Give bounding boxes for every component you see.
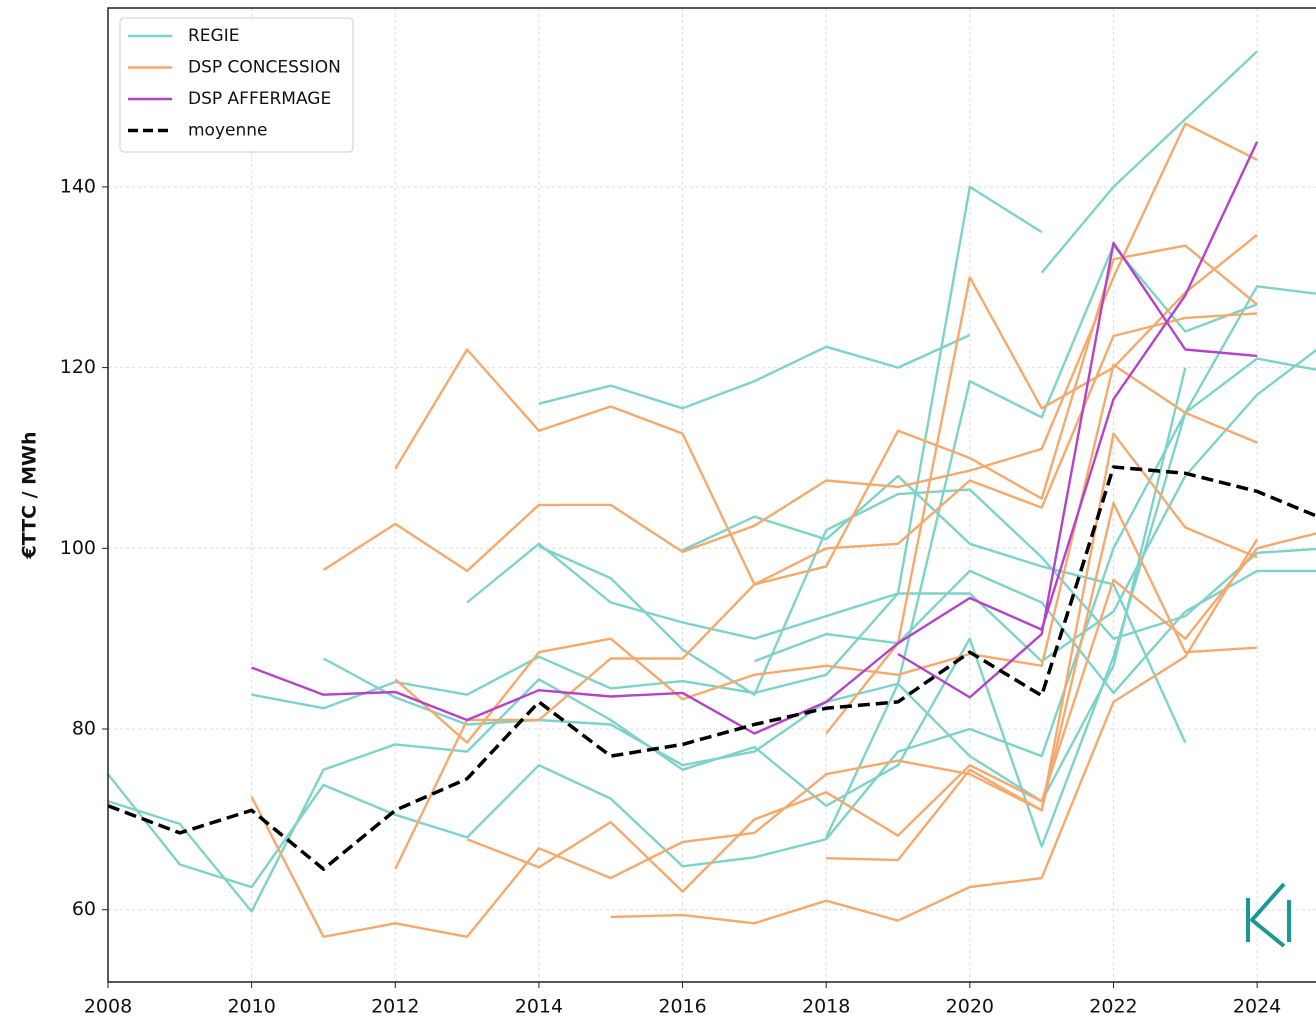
x-tick-label: 2014 bbox=[515, 996, 563, 1018]
y-axis-label: €TTC / MWh bbox=[19, 431, 41, 559]
series-line bbox=[251, 141, 1259, 735]
legend-label: DSP CONCESSION bbox=[188, 58, 341, 78]
legend-box bbox=[119, 17, 354, 153]
logo bbox=[1246, 882, 1291, 948]
y-tick-label: 100 bbox=[60, 537, 96, 559]
x-tick-label: 2010 bbox=[227, 996, 275, 1018]
series-line bbox=[251, 185, 1043, 710]
x-tick-label: 2020 bbox=[946, 996, 994, 1018]
y-tick-label: 60 bbox=[72, 898, 96, 920]
legend-label: DSP AFFERMAGE bbox=[188, 89, 331, 109]
logo-mark bbox=[1246, 882, 1291, 948]
series-line bbox=[1040, 50, 1258, 274]
y-tick-label: 140 bbox=[60, 175, 96, 197]
series-line bbox=[826, 432, 1258, 862]
axes-frame bbox=[107, 7, 1316, 983]
series-line bbox=[394, 312, 1258, 586]
series-line bbox=[538, 334, 971, 410]
series-line bbox=[394, 363, 1258, 744]
series-line bbox=[610, 538, 1259, 925]
lines bbox=[108, 50, 1316, 938]
y-tick-label: 80 bbox=[72, 718, 96, 740]
series-line bbox=[322, 244, 1258, 767]
y-tick-label: 120 bbox=[60, 356, 96, 378]
x-tick-label: 2022 bbox=[1089, 996, 1137, 1018]
x-tick-label: 2008 bbox=[84, 996, 132, 1018]
x-tick-label: 2016 bbox=[658, 996, 706, 1018]
series-line bbox=[250, 501, 1258, 938]
x-tick-label: 2018 bbox=[802, 996, 850, 1018]
legend: REGIE DSP CONCESSION DSP AFFERMAGE moyenne bbox=[119, 17, 354, 153]
legend-label: moyenne bbox=[188, 121, 268, 141]
ticks: 60 80 100 120 140 2008 2010 2012 2014 2016 2018 202… bbox=[60, 175, 1282, 1017]
series-line bbox=[394, 244, 1258, 870]
series-line bbox=[682, 474, 1187, 744]
x-tick-label: 2012 bbox=[371, 996, 419, 1018]
series-line bbox=[466, 532, 1316, 893]
series-line bbox=[753, 569, 1316, 695]
legend-label: REGIE bbox=[188, 26, 239, 46]
series-line bbox=[897, 241, 1258, 699]
series-line bbox=[825, 367, 1187, 838]
series-line bbox=[466, 348, 1316, 663]
series-line bbox=[108, 465, 1316, 871]
x-tick-label: 2024 bbox=[1233, 996, 1281, 1018]
